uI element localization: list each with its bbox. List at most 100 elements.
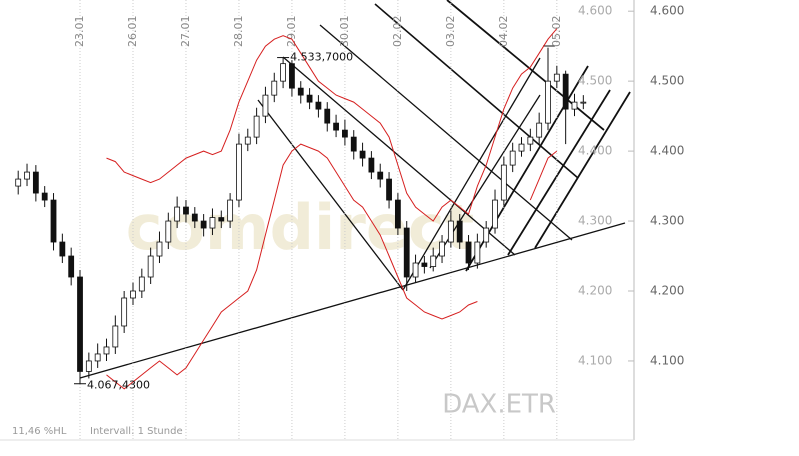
candle-body	[447, 220, 454, 243]
symbol-label: DAX.ETR	[442, 390, 556, 420]
y-tick-label: 4.200	[650, 284, 684, 298]
candle-body	[342, 129, 348, 138]
candle-body	[147, 255, 154, 278]
annotation-label: 4.067,4300	[87, 379, 150, 392]
candle-body	[421, 262, 428, 267]
y-tick-label: 4.100	[650, 353, 684, 367]
candle-body	[545, 80, 551, 124]
candle-body	[439, 241, 445, 257]
y-tick-label: 4.500	[650, 74, 684, 88]
candle-body	[59, 241, 66, 257]
x-tick-label: 27.01	[179, 16, 192, 48]
y-tick-label: 4.400	[650, 144, 684, 158]
candle-body	[94, 353, 101, 362]
candle-body	[41, 192, 48, 201]
x-tick-label: 26.01	[126, 16, 139, 48]
candle-body	[306, 94, 313, 103]
candle-body	[368, 157, 375, 173]
y-tick-label: 4.200	[578, 284, 612, 298]
candle-body	[227, 199, 234, 222]
bands	[106, 28, 558, 390]
annotation-label: 4.533,7000	[290, 51, 353, 64]
candle-body	[68, 255, 75, 278]
candle-body	[333, 122, 339, 131]
trend-line	[282, 56, 516, 256]
candle-body	[500, 164, 507, 201]
candle-body	[359, 150, 366, 159]
candle-body	[103, 346, 110, 355]
y-tick-label: 4.300	[650, 214, 684, 228]
candle-body	[85, 360, 92, 372]
candle-body	[262, 94, 269, 117]
candle-body	[536, 122, 543, 138]
trend-line	[374, 3, 579, 179]
candle-body	[50, 199, 57, 243]
range-label: 11,46 %HL	[12, 426, 67, 437]
candle-body	[253, 115, 260, 138]
candle-body	[121, 297, 128, 327]
y-tick-label: 4.300	[578, 214, 612, 228]
candle-body	[553, 73, 560, 82]
candle-body	[218, 217, 225, 222]
candle-body	[112, 325, 119, 348]
candle-body	[297, 87, 304, 96]
x-tick-label: 05.02	[550, 16, 563, 48]
candle-body	[200, 220, 207, 229]
candle-body	[174, 206, 181, 222]
candle-body	[377, 171, 384, 180]
candles	[15, 47, 587, 384]
y-tick-label: 4.600	[650, 4, 684, 18]
candle-body	[32, 171, 39, 194]
candle-body	[492, 199, 498, 229]
candle-body	[77, 276, 83, 372]
candle-body	[130, 290, 136, 299]
candle-body	[244, 136, 251, 145]
candle-body	[456, 220, 463, 243]
candle-body	[403, 227, 410, 278]
x-tick-label: 28.01	[232, 15, 245, 47]
band-line	[106, 28, 558, 222]
candle-body	[571, 101, 578, 110]
trend-line	[319, 24, 573, 241]
candle-body	[315, 101, 322, 110]
trend-line	[402, 57, 541, 291]
y-tick-label: 4.600	[578, 4, 612, 18]
interval-label: Intervall: 1 Stunde	[90, 426, 183, 437]
candle-body	[412, 262, 419, 278]
candle-body	[386, 178, 392, 201]
candle-body	[24, 171, 30, 180]
y-tick-label: 4.100	[578, 353, 612, 367]
trend-line	[446, 0, 605, 131]
x-tick-label: 23.01	[73, 16, 86, 48]
candle-body	[350, 136, 357, 152]
x-tick-label: 02.02	[391, 16, 404, 48]
watermark: comdirect	[126, 191, 475, 264]
candle-body	[289, 63, 295, 89]
trend-line	[79, 222, 626, 379]
candle-body	[15, 178, 22, 187]
candle-body	[236, 143, 242, 201]
band-line	[106, 143, 558, 390]
candle-body	[271, 80, 278, 96]
x-tick-label: 29.01	[285, 16, 298, 48]
candle-body	[156, 241, 163, 257]
x-tick-label: 03.02	[444, 16, 457, 48]
trend-line	[507, 89, 611, 256]
candle-body	[562, 73, 569, 110]
candle-body	[430, 255, 437, 267]
trend-line	[257, 99, 404, 291]
trend-line	[534, 91, 631, 249]
candle-body	[138, 276, 145, 292]
x-tick-label: 04.02	[497, 16, 510, 47]
y-tick-label: 4.400	[578, 144, 612, 158]
candle-body	[580, 101, 587, 104]
candle-body	[324, 108, 331, 124]
candle-body	[483, 227, 490, 243]
candle-body	[165, 220, 172, 243]
candle-body	[518, 143, 525, 152]
y-tick-label: 4.500	[578, 74, 612, 88]
candle-body	[394, 199, 401, 229]
x-tick-label: 30.01	[338, 16, 351, 48]
candle-body	[474, 241, 481, 264]
candle-body	[527, 136, 534, 145]
